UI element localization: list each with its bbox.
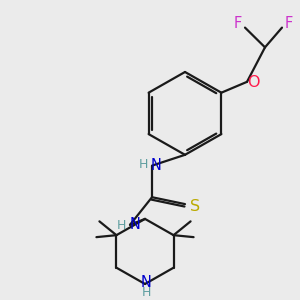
Text: N: N [141,274,152,290]
Text: N: N [151,158,161,173]
Text: F: F [234,16,242,31]
Text: O: O [247,75,259,90]
Text: H: H [138,158,148,171]
Text: N: N [130,217,140,232]
Text: S: S [190,199,200,214]
Text: H: H [141,286,151,299]
Text: F: F [285,16,293,31]
Text: H: H [116,219,126,232]
